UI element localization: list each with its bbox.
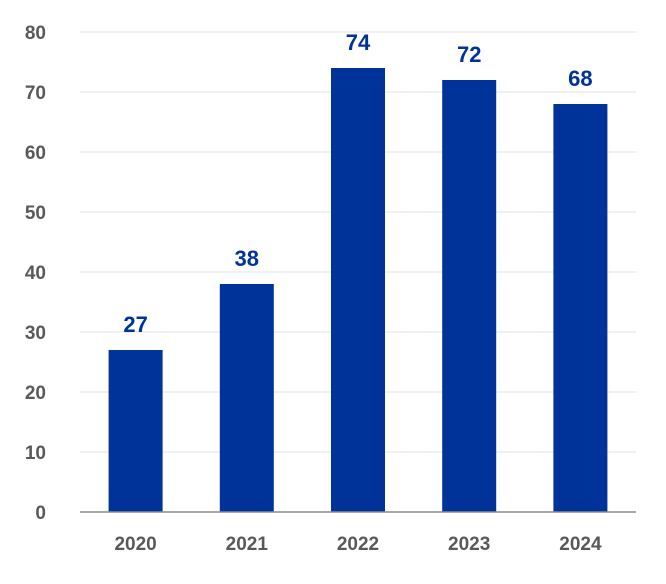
data-label-2020: 27	[123, 312, 147, 337]
x-tick-label-2023: 2023	[448, 534, 490, 555]
bar-2022	[331, 68, 385, 512]
y-tick-label-10: 10	[25, 443, 46, 464]
bar-2024	[553, 104, 608, 512]
y-tick-label-0: 0	[35, 503, 46, 524]
bar-2023	[442, 80, 497, 512]
x-tick-label-2024: 2024	[559, 534, 602, 555]
data-label-2022: 74	[346, 30, 371, 55]
y-tick-label-80: 80	[25, 23, 46, 44]
y-tick-label-20: 20	[25, 383, 46, 404]
y-tick-label-40: 40	[25, 263, 46, 284]
y-tick-label-60: 60	[25, 143, 46, 164]
y-tick-label-50: 50	[25, 203, 46, 224]
x-axis-ticks: 2020 2021 2022 2023 2024	[114, 534, 602, 555]
bar-2021	[219, 284, 274, 512]
y-axis-ticks: 0 10 20 30 40 50 60 70 80	[25, 23, 46, 524]
y-tick-label-70: 70	[25, 83, 46, 104]
bar-2020	[108, 350, 163, 512]
data-labels: 27 38 74 72 68	[123, 30, 592, 337]
x-tick-label-2020: 2020	[114, 534, 156, 555]
bars	[108, 68, 608, 512]
data-label-2023: 72	[457, 42, 481, 67]
y-tick-label-30: 30	[25, 323, 46, 344]
x-tick-label-2022: 2022	[337, 534, 379, 555]
data-label-2024: 68	[568, 66, 592, 91]
data-label-2021: 38	[235, 246, 259, 271]
x-tick-label-2021: 2021	[226, 534, 269, 555]
